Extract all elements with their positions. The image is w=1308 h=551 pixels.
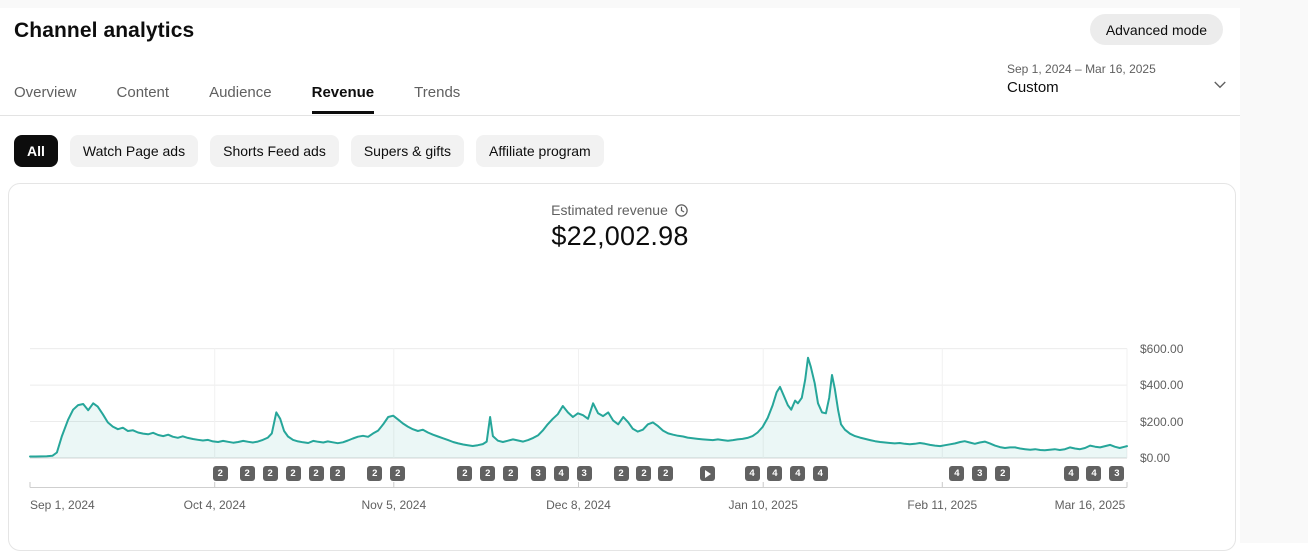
tab-overview[interactable]: Overview xyxy=(14,84,77,101)
x-axis-label: Dec 8, 2024 xyxy=(546,498,611,512)
date-range-selector[interactable]: Sep 1, 2024 – Mar 16, 2025 Custom xyxy=(1007,62,1156,98)
filter-chip-all[interactable]: All xyxy=(14,135,58,167)
video-marker-badge[interactable]: 2 xyxy=(658,466,674,481)
video-marker-badge[interactable]: 3 xyxy=(530,466,546,481)
video-marker-badge[interactable]: 3 xyxy=(1109,466,1125,481)
window-top-strip xyxy=(0,0,1308,8)
video-marker-badge[interactable]: 4 xyxy=(790,466,806,481)
metric-label: Estimated revenue xyxy=(551,202,668,218)
metric-header: Estimated revenue xyxy=(0,202,1240,218)
y-axis-label: $400.00 xyxy=(1140,378,1184,393)
video-marker-badge[interactable]: 4 xyxy=(1063,466,1079,481)
date-range-label: Sep 1, 2024 – Mar 16, 2025 xyxy=(1007,62,1156,76)
video-marker-play-badge[interactable] xyxy=(699,466,715,481)
x-axis-label: Oct 4, 2024 xyxy=(183,498,246,512)
x-axis-label: Nov 5, 2024 xyxy=(361,498,427,512)
y-axis-label: $600.00 xyxy=(1140,341,1184,356)
video-marker-badge[interactable]: 2 xyxy=(239,466,255,481)
chevron-down-icon[interactable] xyxy=(1209,76,1231,94)
video-marker-badge[interactable]: 2 xyxy=(390,466,406,481)
video-marker-badge[interactable]: 2 xyxy=(503,466,519,481)
x-axis-label: Mar 16, 2025 xyxy=(1054,498,1126,512)
x-axis-label: Jan 10, 2025 xyxy=(728,498,798,512)
advanced-mode-button[interactable]: Advanced mode xyxy=(1089,14,1223,45)
video-marker-badge[interactable]: 2 xyxy=(636,466,652,481)
filter-chip-supers-gifts[interactable]: Supers & gifts xyxy=(350,135,464,167)
video-marker-badge[interactable]: 4 xyxy=(744,466,760,481)
clock-icon xyxy=(675,203,688,217)
revenue-filter-chips: All Watch Page ads Shorts Feed ads Supers &… xyxy=(14,135,604,167)
video-marker-badge[interactable]: 3 xyxy=(576,466,592,481)
play-icon xyxy=(705,469,712,478)
x-axis-label: Sep 1, 2024 xyxy=(30,498,95,512)
video-marker-badge[interactable]: 2 xyxy=(457,466,473,481)
video-marker-badge[interactable]: 2 xyxy=(212,466,228,481)
estimated-revenue-total: $22,002.98 xyxy=(551,221,689,251)
video-marker-badge[interactable]: 2 xyxy=(613,466,629,481)
video-marker-badge[interactable]: 2 xyxy=(285,466,301,481)
tab-audience[interactable]: Audience xyxy=(209,84,272,101)
filter-chip-affiliate-program[interactable]: Affiliate program xyxy=(476,135,604,167)
right-gutter-panel xyxy=(1240,0,1308,543)
video-marker-badge[interactable]: 2 xyxy=(308,466,324,481)
tab-trends[interactable]: Trends xyxy=(414,84,461,101)
filter-chip-shorts-feed-ads[interactable]: Shorts Feed ads xyxy=(210,135,339,167)
video-marker-badge[interactable]: 2 xyxy=(262,466,278,481)
video-marker-badge[interactable]: 4 xyxy=(767,466,783,481)
video-marker-badge[interactable]: 4 xyxy=(949,466,965,481)
video-marker-badge[interactable]: 4 xyxy=(553,466,569,481)
tabs-divider xyxy=(0,115,1240,116)
tab-content[interactable]: Content xyxy=(116,84,170,101)
video-marker-badge[interactable]: 4 xyxy=(812,466,828,481)
filter-chip-watch-page-ads[interactable]: Watch Page ads xyxy=(69,135,199,167)
analytics-tabs: Overview Content Audience Revenue Trends xyxy=(14,84,460,114)
video-marker-badge[interactable]: 2 xyxy=(995,466,1011,481)
video-marker-badge[interactable]: 2 xyxy=(367,466,383,481)
date-range-preset: Custom xyxy=(1007,79,1059,96)
x-axis-label: Feb 11, 2025 xyxy=(907,498,978,512)
video-marker-badge[interactable]: 2 xyxy=(480,466,496,481)
video-marker-badge[interactable]: 2 xyxy=(330,466,346,481)
video-marker-badge[interactable]: 4 xyxy=(1086,466,1102,481)
page-title: Channel analytics xyxy=(14,19,195,42)
y-axis-label: $200.00 xyxy=(1140,414,1184,429)
y-axis-label: $0.00 xyxy=(1140,451,1171,465)
video-marker-badge[interactable]: 3 xyxy=(972,466,988,481)
tab-revenue[interactable]: Revenue xyxy=(311,84,375,114)
